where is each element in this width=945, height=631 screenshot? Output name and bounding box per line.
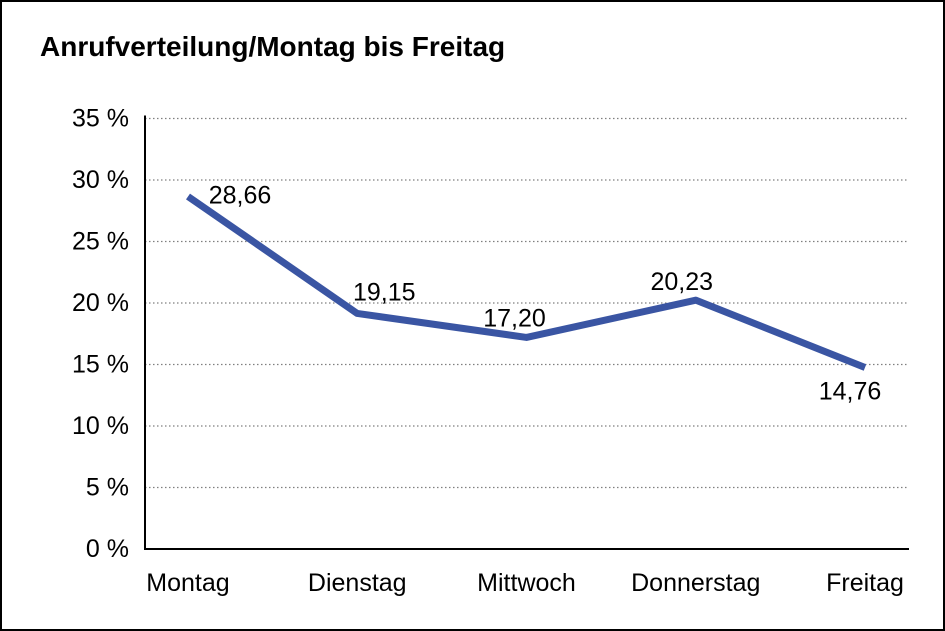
y-tick-label-0pct: 0 %	[86, 535, 129, 563]
chart-title: Anrufverteilung/Montag bis Freitag	[40, 31, 506, 62]
y-tick-label-35pct: 35 %	[72, 105, 129, 133]
data-line-series	[186, 193, 867, 371]
y-tick-label-10pct: 10 %	[72, 412, 129, 440]
y-tick-label-15pct: 15 %	[72, 351, 129, 379]
data-label-dienstag: 19,15	[353, 278, 416, 306]
x-axis-label-montag: Montag	[146, 569, 229, 597]
y-tick-label-5pct: 5 %	[86, 474, 129, 502]
data-label-freitag: 14,76	[819, 377, 882, 405]
data-label-mittwoch: 17,20	[483, 304, 546, 332]
x-axis-label-donnerstag: Donnerstag	[631, 569, 760, 597]
y-tick-label-25pct: 25 %	[72, 228, 129, 256]
x-axis-label-mittwoch: Mittwoch	[477, 569, 576, 597]
data-label-montag: 28,66	[209, 181, 272, 209]
y-tick-label-30pct: 30 %	[72, 166, 129, 194]
y-tick-label-20pct: 20 %	[72, 289, 129, 317]
data-label-donnerstag: 20,23	[650, 268, 713, 296]
x-axis-label-freitag: Freitag	[826, 569, 904, 597]
x-axis-label-dienstag: Dienstag	[308, 569, 407, 597]
